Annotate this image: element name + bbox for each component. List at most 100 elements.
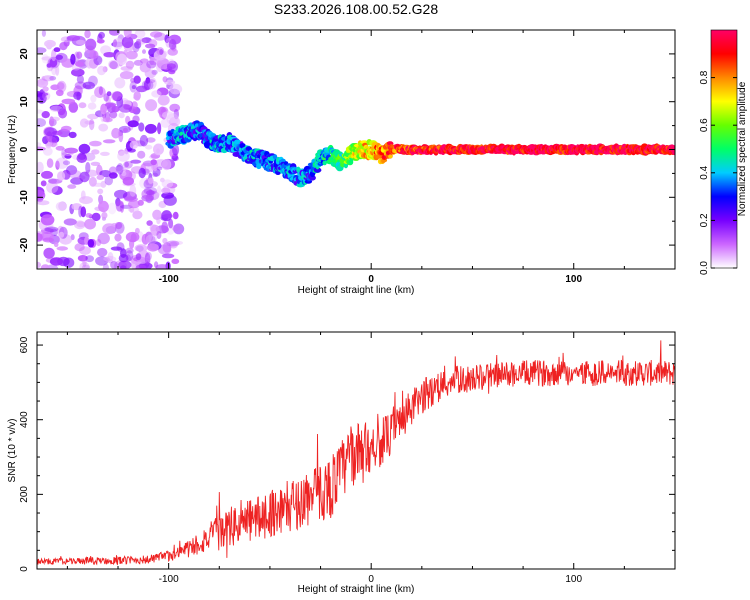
spectrogram-noise-blob	[131, 101, 138, 109]
spectrogram-noise-blob	[43, 247, 55, 259]
spectrogram-noise-blob	[74, 243, 85, 252]
spectrogram-noise-blob	[88, 58, 99, 69]
spectrogram-noise-blob	[75, 61, 84, 67]
spectrogram-noise-blob	[102, 223, 117, 235]
spectrogram-noise-blob	[79, 196, 93, 205]
spectrogram-noise-blob	[133, 59, 143, 66]
spectrogram-noise-blob	[116, 53, 127, 66]
spectrogram-noise-blob	[155, 264, 169, 269]
spectrogram-noise-blob	[148, 177, 154, 184]
spectrogram-noise-blob	[127, 120, 139, 128]
spectrogram-noise-blob	[132, 210, 143, 220]
spectrogram-noise-blob	[98, 200, 109, 213]
spectrogram-noise-blob	[172, 144, 180, 156]
spectrogram-noise-blob	[162, 76, 168, 83]
spectrogram-noise-blob	[67, 170, 82, 179]
spectrogram-noise-blob	[76, 221, 86, 228]
spectrogram-noise-blob	[138, 167, 146, 179]
spectrogram-noise-blob	[80, 190, 86, 200]
spectrogram-noise-blob	[57, 171, 66, 181]
spectrogram-noise-blob	[40, 180, 47, 187]
spectrogram-noise-blob	[91, 149, 100, 155]
spectrogram-noise-blob	[169, 147, 178, 158]
spectrogram-noise-blob	[42, 91, 51, 101]
spectrogram-noise-blob	[75, 39, 86, 45]
spectrogram-noise-blob	[104, 102, 117, 108]
spectrogram-noise-blob	[143, 186, 158, 195]
spectrogram-noise-blob	[79, 171, 90, 183]
spectrogram-noise-blob	[109, 61, 118, 70]
spectrogram-noise-blob	[42, 237, 55, 243]
spectrogram-noise-blob	[142, 49, 146, 54]
spectrogram-ridge-cell	[256, 163, 262, 170]
spectrogram-noise-blob	[157, 94, 170, 106]
spectrogram-noise-blob	[55, 145, 65, 151]
spectrogram-noise-blob	[89, 119, 95, 131]
spectrogram-noise-blob	[37, 118, 46, 128]
spectrogram-ylabel: Frequency (Hz)	[7, 115, 18, 184]
spectrogram-noise-blob	[123, 104, 130, 110]
spectrogram-noise-blob	[66, 165, 78, 176]
spectrogram-noise-blob	[124, 161, 129, 168]
spectrogram-noise-blob	[66, 35, 81, 41]
spectrogram-noise-blob	[151, 69, 158, 75]
snr-panel: -100 0 100 0 200 400 600 Height of straight li…	[7, 331, 676, 595]
snr-series-line	[37, 340, 675, 566]
spectrogram-noise-blob	[107, 252, 114, 262]
spectrogram-noise-blob	[44, 226, 59, 233]
spectrogram-noise-blob	[56, 82, 65, 90]
spectrogram-noise-blob	[37, 161, 44, 174]
spectrogram-noise-blob	[173, 108, 179, 120]
colorbar-ticks: 0.0 0.2 0.4 0.6 0.8	[699, 70, 737, 275]
spectrogram-noise-blob	[160, 118, 171, 128]
spectrogram-noise-blob	[156, 166, 163, 171]
spectrogram-noise-blob	[137, 150, 146, 159]
spectrogram-noise-blob	[109, 30, 120, 36]
spectrogram-noise-blob	[41, 30, 46, 37]
spectrogram-noise-blob	[145, 99, 158, 112]
spectrogram-noise-blob	[110, 246, 123, 251]
spectrogram-noise-blob	[108, 202, 117, 215]
spectrogram-noise-blob	[118, 260, 132, 269]
spectrogram-noise-blob	[55, 89, 64, 97]
spectrogram-noise-blob	[91, 212, 101, 222]
spectrogram-noise-blob	[88, 75, 98, 87]
spectrogram-noise-blob	[94, 86, 106, 98]
spectrogram-noise-blob	[144, 123, 157, 134]
spectrogram-noise-blob	[118, 254, 129, 263]
spectrogram-noise-blob	[129, 81, 137, 93]
spectrogram-frame	[36, 29, 676, 270]
spectrogram-noise-blob	[171, 258, 180, 264]
spectrogram-noise-blob	[111, 127, 121, 139]
spectrogram-noise-blob	[114, 189, 128, 199]
spectrogram-noise-blob	[37, 78, 49, 88]
spectrogram-noise-blob	[146, 137, 156, 143]
spectrogram-noise-blob	[41, 75, 54, 82]
spectrogram-noise-blob	[79, 118, 89, 128]
spectrogram-ridge-cell	[309, 175, 316, 181]
spectrogram-noise-blob	[151, 90, 162, 98]
spectrogram-noise-blob	[48, 178, 63, 184]
spectrogram-noise-blob	[141, 233, 150, 245]
spectrogram-ridge-cell	[296, 166, 301, 173]
spectrogram-cells	[37, 30, 675, 269]
spectrogram-noise-blob	[64, 147, 78, 154]
spectrogram-noise-blob	[44, 127, 57, 137]
spectrogram-noise-blob	[87, 102, 97, 110]
spectrogram-noise-blob	[125, 254, 131, 262]
spectrogram-noise-blob	[59, 42, 68, 51]
spectrogram-noise-blob	[115, 166, 127, 174]
spectrogram-noise-blob	[76, 51, 83, 59]
spectrogram-noise-blob	[153, 159, 168, 169]
spectrogram-noise-blob	[61, 125, 72, 132]
spectrogram-noise-blob	[135, 264, 147, 269]
spectrogram-noise-blob	[80, 206, 87, 218]
spectrogram-noise-blob	[123, 127, 128, 133]
spectrogram-noise-blob	[145, 43, 156, 49]
spectrogram-noise-blob	[116, 163, 124, 175]
spectrogram-noise-blob	[104, 176, 114, 186]
spectrogram-noise-blob	[103, 52, 116, 58]
spectrogram-noise-blob	[110, 261, 118, 269]
spectrogram-noise-blob	[133, 91, 141, 101]
spectrogram-noise-blob	[153, 32, 166, 41]
